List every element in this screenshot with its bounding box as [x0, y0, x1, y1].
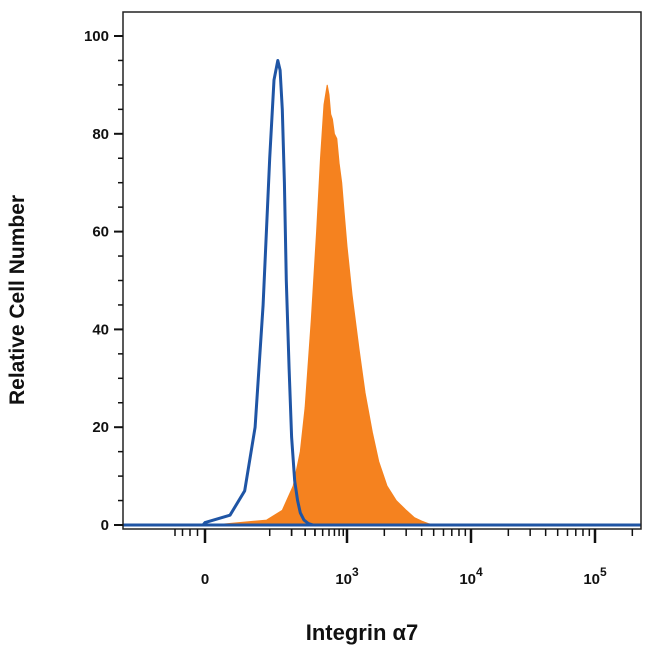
outline-histogram	[201, 59, 314, 527]
x-tick-label: 103	[335, 565, 359, 588]
y-tick-label: 60	[92, 224, 109, 241]
x-tick-label: 105	[583, 565, 607, 588]
y-tick-label: 100	[84, 28, 109, 45]
axes-layer	[122, 11, 642, 530]
plot-frame	[122, 11, 642, 530]
x-tick-label: 104	[459, 565, 483, 588]
y-axis-title: Relative Cell Number	[6, 195, 29, 405]
x-axis-title: Integrin α7	[306, 620, 419, 645]
series-layer	[123, 59, 641, 527]
y-tick-label: 0	[101, 517, 109, 534]
filled-histogram	[213, 84, 434, 526]
y-tick-label: 80	[92, 126, 109, 143]
tick-layer: 0 20 40 60 80 100 0 103 104 105	[84, 28, 634, 588]
y-tick-label: 20	[92, 419, 109, 436]
x-tick-label: 0	[201, 571, 209, 588]
y-tick-label: 40	[92, 321, 109, 338]
